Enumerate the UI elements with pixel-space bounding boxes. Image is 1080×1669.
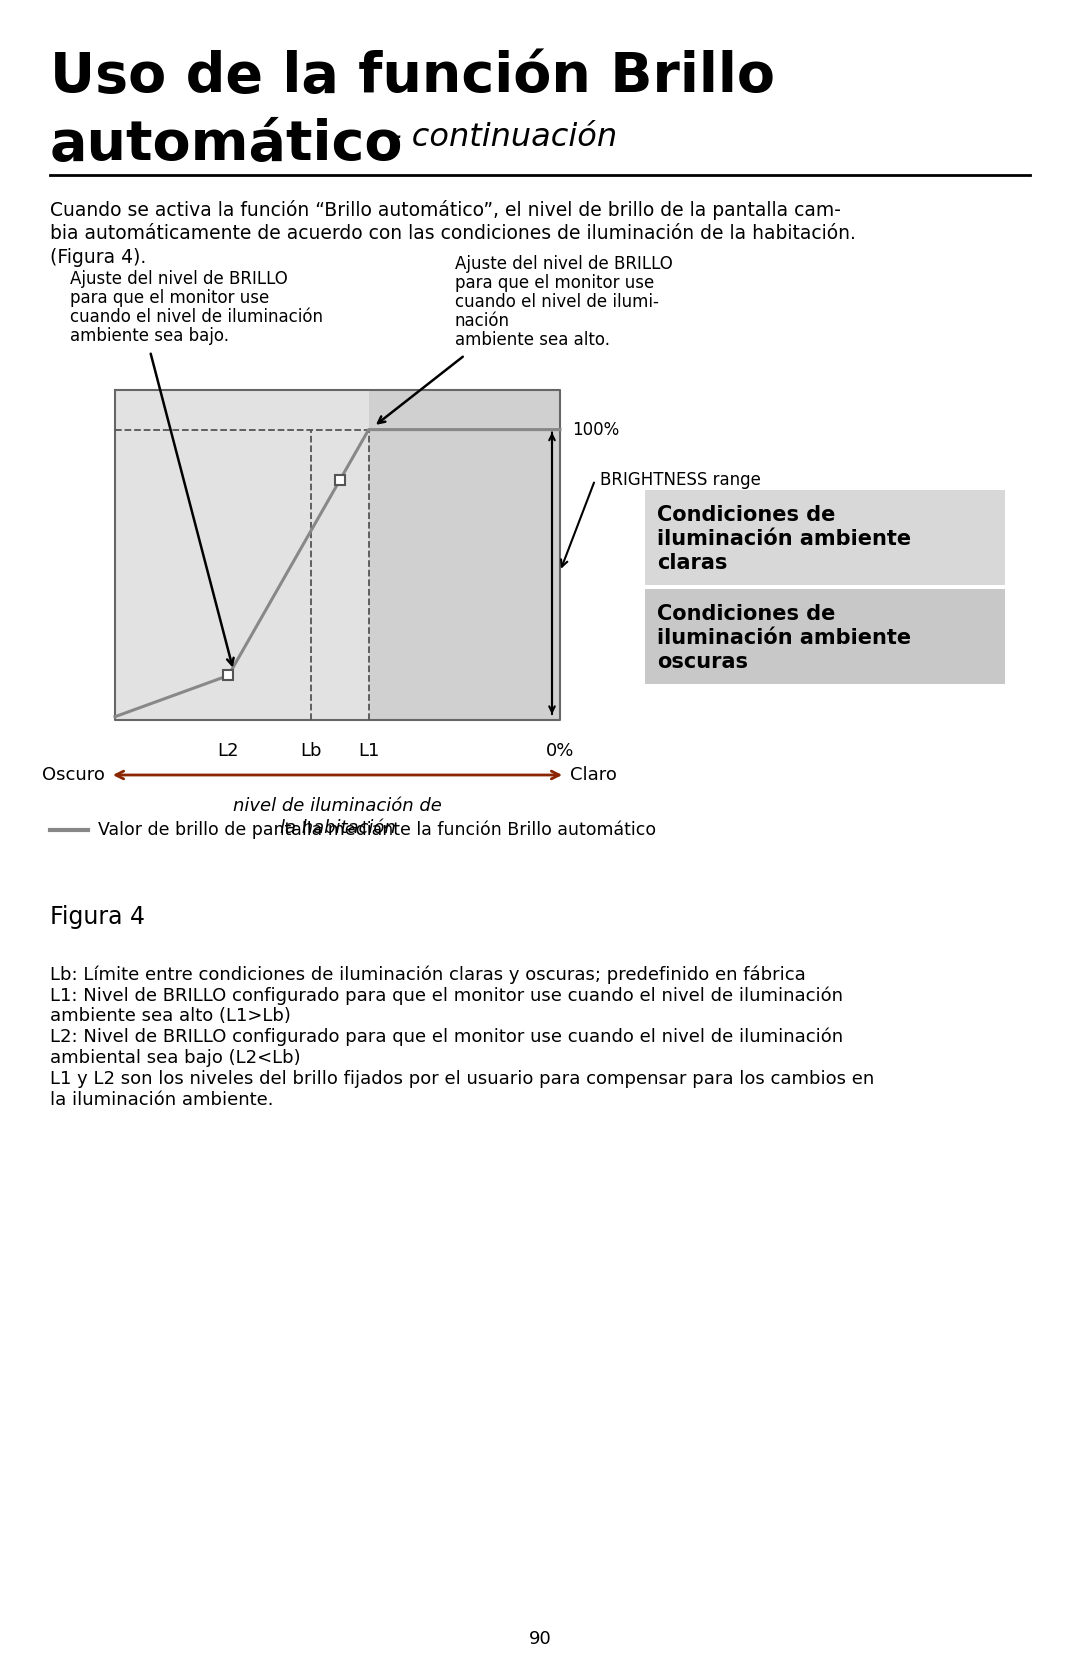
Text: ambiental sea bajo (L2<Lb): ambiental sea bajo (L2<Lb) <box>50 1050 300 1066</box>
Text: claras: claras <box>657 552 727 572</box>
Text: nivel de iluminación de: nivel de iluminación de <box>233 798 442 814</box>
Text: la iluminación ambiente.: la iluminación ambiente. <box>50 1092 273 1108</box>
Text: L1: Nivel de BRILLO configurado para que el monitor use cuando el nivel de ilumi: L1: Nivel de BRILLO configurado para que… <box>50 986 843 1005</box>
Text: para que el monitor use: para que el monitor use <box>70 289 269 307</box>
Text: iluminación ambiente: iluminación ambiente <box>657 529 912 549</box>
Bar <box>224 671 233 681</box>
Text: Lb: Lb <box>300 743 322 759</box>
Text: Condiciones de: Condiciones de <box>657 604 835 624</box>
Text: automático: automático <box>50 118 404 172</box>
Text: Uso de la función Brillo: Uso de la función Brillo <box>50 50 775 103</box>
Text: 90: 90 <box>528 1631 552 1647</box>
Text: 0%: 0% <box>545 743 575 759</box>
Text: nación: nación <box>455 312 510 330</box>
Text: L1 y L2 son los niveles del brillo fijados por el usuario para compensar para lo: L1 y L2 son los niveles del brillo fijad… <box>50 1070 874 1088</box>
Text: 100%: 100% <box>572 421 619 439</box>
Bar <box>645 491 1005 586</box>
Text: (Figura 4).: (Figura 4). <box>50 249 146 267</box>
Text: Claro: Claro <box>570 766 617 784</box>
Text: Lb: Límite entre condiciones de iluminación claras y oscuras; predefinido en fáb: Lb: Límite entre condiciones de iluminac… <box>50 965 806 983</box>
Text: Oscuro: Oscuro <box>42 766 105 784</box>
Text: ambiente sea alto.: ambiente sea alto. <box>455 330 610 349</box>
Text: - continuación: - continuación <box>380 122 617 154</box>
Text: la habitación: la habitación <box>280 819 395 836</box>
Text: Valor de brillo de pantalla mediante la función Brillo automático: Valor de brillo de pantalla mediante la … <box>98 821 657 840</box>
Bar <box>645 589 1005 684</box>
Text: BRIGHTNESS range: BRIGHTNESS range <box>600 471 761 489</box>
Text: para que el monitor use: para que el monitor use <box>455 274 654 292</box>
Text: L2: Nivel de BRILLO configurado para que el monitor use cuando el nivel de ilumi: L2: Nivel de BRILLO configurado para que… <box>50 1028 843 1046</box>
Bar <box>114 391 561 719</box>
Text: Condiciones de: Condiciones de <box>657 506 835 526</box>
Text: Ajuste del nivel de BRILLO: Ajuste del nivel de BRILLO <box>70 270 287 289</box>
Text: ambiente sea bajo.: ambiente sea bajo. <box>70 327 229 345</box>
Text: Figura 4: Figura 4 <box>50 905 145 930</box>
Text: cuando el nivel de iluminación: cuando el nivel de iluminación <box>70 309 323 325</box>
Text: Ajuste del nivel de BRILLO: Ajuste del nivel de BRILLO <box>455 255 673 274</box>
Text: L1: L1 <box>357 743 379 759</box>
Text: iluminación ambiente: iluminación ambiente <box>657 628 912 648</box>
Bar <box>368 391 561 719</box>
Text: bia automáticamente de acuerdo con las condiciones de iluminación de la habitaci: bia automáticamente de acuerdo con las c… <box>50 224 855 244</box>
Text: oscuras: oscuras <box>657 653 748 673</box>
Text: ambiente sea alto (L1>Lb): ambiente sea alto (L1>Lb) <box>50 1006 291 1025</box>
Bar <box>335 476 345 486</box>
Text: L2: L2 <box>218 743 240 759</box>
Text: cuando el nivel de ilumi-: cuando el nivel de ilumi- <box>455 294 659 310</box>
Text: Cuando se activa la función “Brillo automático”, el nivel de brillo de la pantal: Cuando se activa la función “Brillo auto… <box>50 200 841 220</box>
